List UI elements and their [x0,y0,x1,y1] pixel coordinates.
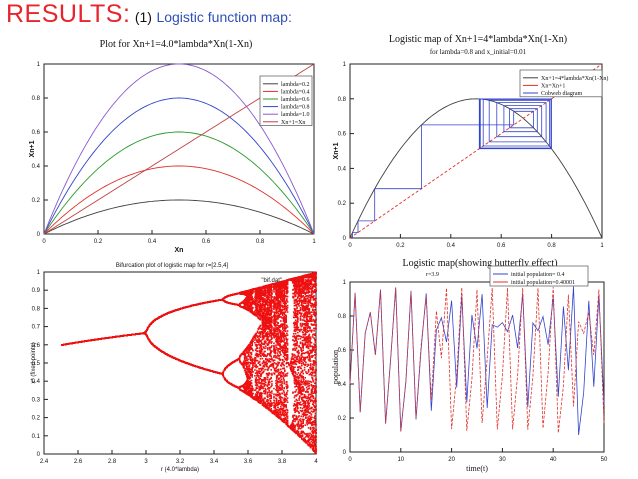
chart2-xtick-label: 3.4 [210,459,219,465]
chart0-legend-entry: lambda=0.2 [281,82,310,88]
chart0-legend-entry: lambda=0.6 [281,97,310,103]
chart2-xtick-label: 3.8 [278,459,287,465]
chart0-legend-entry: lambda=1.0 [281,112,310,118]
chart2-xtick-label: 2.6 [74,459,83,465]
chart2-xtick-label: 3.2 [176,459,185,465]
chart0-series-line [43,199,315,235]
chart0-series-line [43,63,315,235]
chart2-xlabel: r (4.0*lambda) [161,467,199,473]
chart2-xtick-label: 3 [144,459,148,465]
bifurcation-svg: Bifurcation plot of logistic map for r=[… [31,263,318,473]
chart1-xtick-label: 1 [600,243,604,249]
chart1-legend-box [519,69,603,98]
chart0-ytick-label: 1 [37,62,41,68]
chart0-xtick-label: 0.4 [148,239,157,245]
chart1-ytick-label: 0.8 [338,97,347,103]
chart1-ytick-label: 1 [343,62,347,68]
chart1-ytick-label: 0.4 [338,166,347,172]
chart0-legend-entry: lambda=0.4 [281,89,310,95]
chart2-points [61,271,317,455]
chart-cobweb: Logistic map of Xn+1=4*lambda*Xn(1-Xn) fo… [330,30,614,256]
chart0-legend-box [259,75,313,126]
chart1-legend-entry: Cobweb diagram [541,91,582,97]
chart2-ytick-label: 0.4 [32,379,41,385]
chart0-xtick-label: 0.8 [256,239,265,245]
chart2-ytick-label: 1 [37,270,41,276]
chart1-ytick-label: 0 [343,236,347,242]
chart0-legend-entry: lambda=0.8 [281,105,310,111]
chart0-ytick-label: 0 [37,232,41,238]
chart1-map-curve [349,98,603,239]
chart0-ytick-label: 0.6 [32,130,41,136]
chart1-xtick-label: 0.2 [396,243,405,249]
chart0-legend-entry: Xn+1=Xn [281,120,305,126]
chart2-xtick-label: 2.8 [108,459,117,465]
family-of-maps-svg: Plot for Xn+1=4.0*lambda*Xn(1-Xn) 0 0.2 0.4… [29,39,316,254]
chart1-xtick-label: 0.8 [547,243,556,249]
chart1-xtick-label: 0 [348,243,352,249]
chart2-xtick-label: 3.6 [244,459,253,465]
chart0-xlabel: Xn [175,247,184,254]
chart0-series-line [43,131,315,235]
chart1-ytick-label: 0.2 [338,201,347,207]
chart1-subtitle: for lambda=0.8 and x_initial=0.01 [430,48,527,56]
chart2-ytick-label: 0.9 [32,288,41,294]
chart2-ytick-label: 0.2 [32,416,41,422]
chart0-ylabel: Xn+1 [29,140,36,157]
chart2-title: Bifurcation plot of logistic map for r=[… [116,263,229,269]
chart2-ytick-label: 0.3 [32,397,41,403]
chart2-xtick-label: 4 [314,459,318,465]
chart2-ylabel: x* (fixed points) [31,342,37,383]
chart1-legend-entry: Xn+1=4*lambda*Xn(1-Xn) [541,75,608,82]
chart1-xtick-label: 0.4 [447,243,456,249]
chart0-xtick-label: 0.2 [94,239,103,245]
chart0-title: Plot for Xn+1=4.0*lambda*Xn(1-Xn) [100,39,253,50]
chart-bifurcation: Bifurcation plot of logistic map for r=[… [30,258,322,474]
chart0-xtick-label: 0 [42,239,46,245]
chart2-xtick-label: 2.4 [40,459,49,465]
chart-family-of-maps: Plot for Xn+1=4.0*lambda*Xn(1-Xn) 0 0.2 0.4… [28,30,324,254]
chart0-xtick-label: 0.6 [202,239,211,245]
chart2-ytick-label: 0.1 [32,434,41,440]
chart0-series-line [43,97,315,235]
slide-title: RESULTS: (1) Logistic function map: [6,0,292,30]
results-heading: RESULTS: [6,0,130,28]
chart0-ytick-label: 0.4 [32,164,41,170]
cobweb-svg: Logistic map of Xn+1=4*lambda*Xn(1-Xn) fo… [333,34,608,249]
chart2-ytick-label: 0.5 [32,361,41,367]
chart0-ytick-label: 0.2 [32,198,41,204]
chart2-ytick-label: 0.6 [32,343,41,349]
chart2-ytick-label: 0.8 [32,306,41,312]
chart2-ytick-label: 0 [37,452,41,458]
chart1-title: Logistic map of Xn+1=4*lambda*Xn(1-Xn) [389,34,567,45]
section-number: (1) [135,9,152,25]
chart1-frame [349,63,603,239]
chart0-ytick-label: 0.8 [32,96,41,102]
chart1-ylabel: Xn+1 [333,142,340,159]
chart0-xtick-label: 1 [312,239,316,245]
chart2-ytick-label: 0.7 [32,325,41,331]
chart1-cobweb-path [352,98,552,238]
chart0-series-line [43,165,315,235]
chart1-xtick-label: 0.6 [497,243,506,249]
chart1-ytick-label: 0.6 [338,132,347,138]
section-subtitle: Logistic function map: [156,9,291,25]
chart1-legend-entry: Xn=Xn+1 [541,83,565,89]
